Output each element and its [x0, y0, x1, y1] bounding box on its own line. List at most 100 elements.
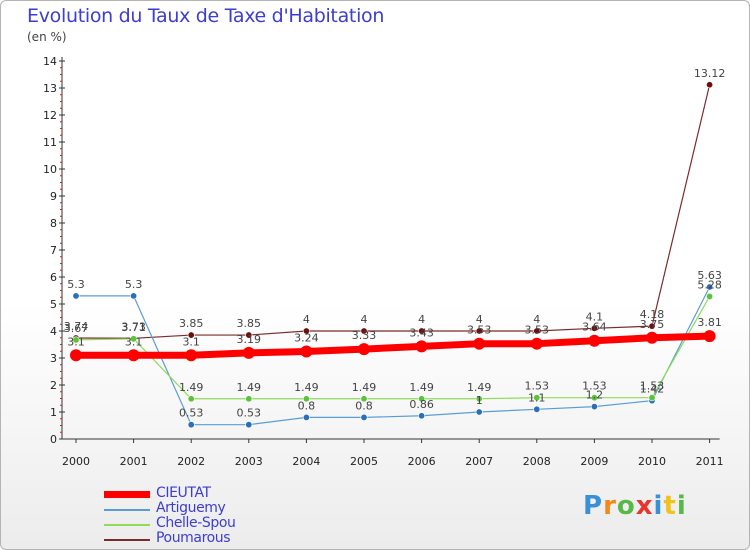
- data-label-chelle-spou: 1.49: [409, 381, 434, 394]
- legend-label: Chelle-Spou: [156, 515, 236, 531]
- data-point-chelle-spou: [187, 395, 195, 403]
- data-label-artiguemy: 1.2: [586, 389, 604, 402]
- series-line-poumarous: [75, 84, 711, 339]
- data-label-artiguemy: 1.42: [640, 383, 665, 396]
- legend-swatch: [104, 539, 150, 541]
- data-label-cieutat: 3.75: [640, 318, 665, 331]
- data-point-poumarous: [245, 331, 253, 339]
- data-point-poumarous: [302, 327, 310, 335]
- y-tick-label: 14: [43, 55, 57, 68]
- data-label-cieutat: 3.33: [352, 329, 377, 342]
- data-label-chelle-spou: 3.71: [121, 321, 146, 334]
- data-label-poumarous: 3.85: [179, 317, 204, 330]
- logo-letter: i: [653, 491, 664, 521]
- x-tick-label: 2003: [235, 455, 263, 468]
- data-label-poumarous: 3.74: [64, 320, 89, 333]
- data-point-cieutat: [358, 343, 370, 356]
- data-label-artiguemy: 0.86: [409, 398, 434, 411]
- data-point-artiguemy: [533, 405, 541, 413]
- y-tick-label: 13: [43, 82, 57, 95]
- x-tick-label: 2005: [350, 455, 378, 468]
- y-tick-label: 8: [50, 217, 57, 230]
- data-point-artiguemy: [360, 413, 368, 421]
- data-label-chelle-spou: 1.53: [525, 380, 550, 393]
- data-point-poumarous: [706, 81, 714, 89]
- data-label-chelle-spou: 1.49: [294, 381, 319, 394]
- proxiti-logo: Proxiti: [583, 491, 687, 521]
- data-point-cieutat: [300, 345, 313, 358]
- data-point-chelle-spou: [706, 292, 714, 300]
- data-point-poumarous: [590, 324, 598, 332]
- y-tick-label: 10: [43, 163, 57, 176]
- data-point-artiguemy: [187, 421, 195, 429]
- series-lines: [72, 84, 714, 426]
- x-tick-label: 2007: [465, 455, 493, 468]
- data-point-chelle-spou: [130, 335, 138, 343]
- data-label-chelle-spou: 3.67: [64, 322, 89, 335]
- data-point-artiguemy: [245, 421, 253, 429]
- y-tick-label: 1: [50, 406, 57, 419]
- data-label-artiguemy: 5.63: [697, 269, 722, 282]
- data-point-cieutat: [185, 349, 198, 362]
- y-tick-label: 5: [50, 298, 57, 311]
- data-label-artiguemy: 0.53: [179, 407, 204, 420]
- legend-label: Poumarous: [156, 530, 231, 546]
- data-point-cieutat: [703, 330, 716, 343]
- x-tick-label: 2008: [523, 455, 551, 468]
- data-label-cieutat: 3.1: [182, 335, 200, 348]
- y-tick-label: 2: [50, 379, 57, 392]
- data-point-chelle-spou: [648, 394, 656, 402]
- data-point-chelle-spou: [302, 395, 310, 403]
- data-label-poumarous: 4: [303, 313, 310, 326]
- x-tick-label: 2001: [120, 455, 148, 468]
- data-label-cieutat: 3.19: [237, 333, 262, 346]
- data-label-artiguemy: 0.8: [298, 399, 316, 412]
- data-label-cieutat: 3.53: [467, 324, 492, 337]
- legend-label: Artiguemy: [156, 500, 226, 516]
- data-point-chelle-spou: [418, 395, 426, 403]
- x-tick-label: 2004: [292, 455, 320, 468]
- data-label-artiguemy: 1: [476, 394, 483, 407]
- data-label-poumarous: 13.12: [694, 67, 726, 80]
- data-label-cieutat: 3.64: [582, 321, 607, 334]
- series-line-chelle-spou: [75, 295, 711, 400]
- data-point-cieutat: [473, 337, 486, 350]
- series-points: [70, 81, 716, 429]
- data-point-cieutat: [242, 346, 255, 359]
- logo-letter: t: [663, 491, 677, 521]
- data-point-artiguemy: [706, 283, 714, 291]
- y-tick-label: 4: [50, 325, 57, 338]
- data-label-chelle-spou: 1.53: [582, 380, 607, 393]
- legend-swatch: [104, 524, 150, 526]
- data-label-chelle-spou: 1.49: [467, 381, 492, 394]
- y-tick-label: 9: [50, 190, 57, 203]
- data-label-cieutat: 3.1: [67, 335, 85, 348]
- data-point-poumarous: [533, 327, 541, 335]
- data-label-artiguemy: 1.1: [528, 391, 546, 404]
- data-labels: 3.74 3.73 3.85 3.85 4 4 4 4 4 4.1 4.18 13.12 5.3 5.3 0…: [64, 67, 726, 420]
- data-point-chelle-spou: [360, 395, 368, 403]
- data-point-cieutat: [70, 349, 82, 362]
- logo-letter: i: [676, 491, 687, 521]
- legend-swatch: [104, 491, 150, 498]
- data-label-chelle-spou: 1.49: [352, 381, 377, 394]
- logo-letter: x: [635, 491, 654, 521]
- data-point-artiguemy: [302, 413, 310, 421]
- series-line-cieutat: [72, 332, 714, 359]
- data-label-artiguemy: 5.3: [125, 278, 143, 291]
- data-point-artiguemy: [130, 292, 138, 300]
- logo-letter: P: [583, 491, 604, 521]
- data-label-poumarous: 4: [361, 313, 368, 326]
- series-line-artiguemy: [75, 286, 711, 426]
- data-point-chelle-spou: [533, 394, 541, 402]
- data-point-cieutat: [530, 337, 543, 350]
- data-label-chelle-spou: 5.28: [697, 278, 722, 291]
- data-label-cieutat: 3.81: [697, 316, 722, 329]
- data-label-poumarous: 4.18: [640, 308, 665, 321]
- data-point-chelle-spou: [590, 394, 598, 402]
- logo-letter: o: [616, 491, 636, 521]
- y-tick-label: 6: [50, 271, 57, 284]
- data-point-artiguemy: [72, 292, 80, 300]
